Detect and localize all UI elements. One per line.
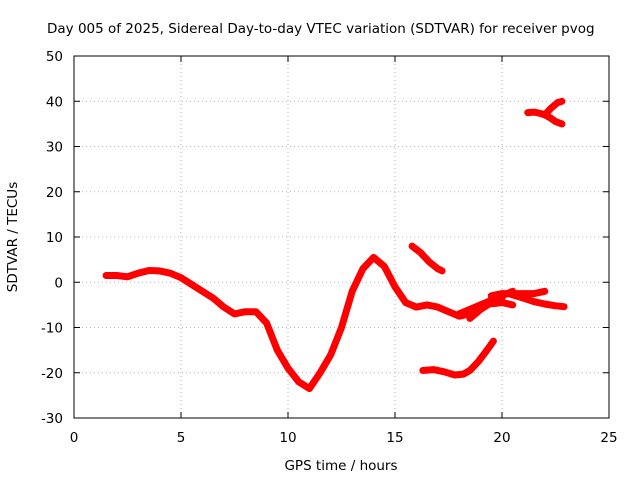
x-tick-label: 20 [493, 430, 510, 446]
y-tick-label: 50 [46, 49, 63, 65]
series-arc-c [455, 299, 517, 318]
data-series [102, 97, 568, 393]
x-tick-label: 5 [177, 430, 186, 446]
x-tick-label: 15 [386, 430, 403, 446]
series-arc-f [408, 242, 446, 275]
x-tick-label: 0 [70, 430, 79, 446]
y-tick-label: 40 [46, 94, 63, 110]
y-tick-label: 10 [46, 230, 63, 246]
y-tick-label: -20 [41, 366, 63, 382]
y-tick-label: 0 [54, 275, 63, 291]
grid-lines [74, 56, 609, 418]
chart-title: Day 005 of 2025, Sidereal Day-to-day VTE… [47, 21, 595, 37]
series-arc-i [541, 97, 566, 119]
y-tick-label: 30 [46, 140, 63, 156]
series-arc-main [102, 253, 506, 393]
y-tick-labels: -30 -20 -10 0 10 20 30 40 50 [41, 49, 63, 427]
y-tick-label: -30 [41, 411, 63, 427]
y-tick-label: 20 [46, 185, 63, 201]
series-arc-e [504, 290, 568, 311]
x-tick-labels: 0 5 10 15 20 25 [70, 430, 618, 446]
y-axis-label: SDTVAR / TECUs [5, 182, 21, 292]
x-tick-label: 25 [600, 430, 617, 446]
axis-ticks [73, 55, 610, 419]
series-arc-g [419, 337, 497, 379]
y-tick-label: -10 [41, 321, 63, 337]
x-axis-label: GPS time / hours [284, 458, 397, 474]
x-tick-label: 10 [279, 430, 296, 446]
